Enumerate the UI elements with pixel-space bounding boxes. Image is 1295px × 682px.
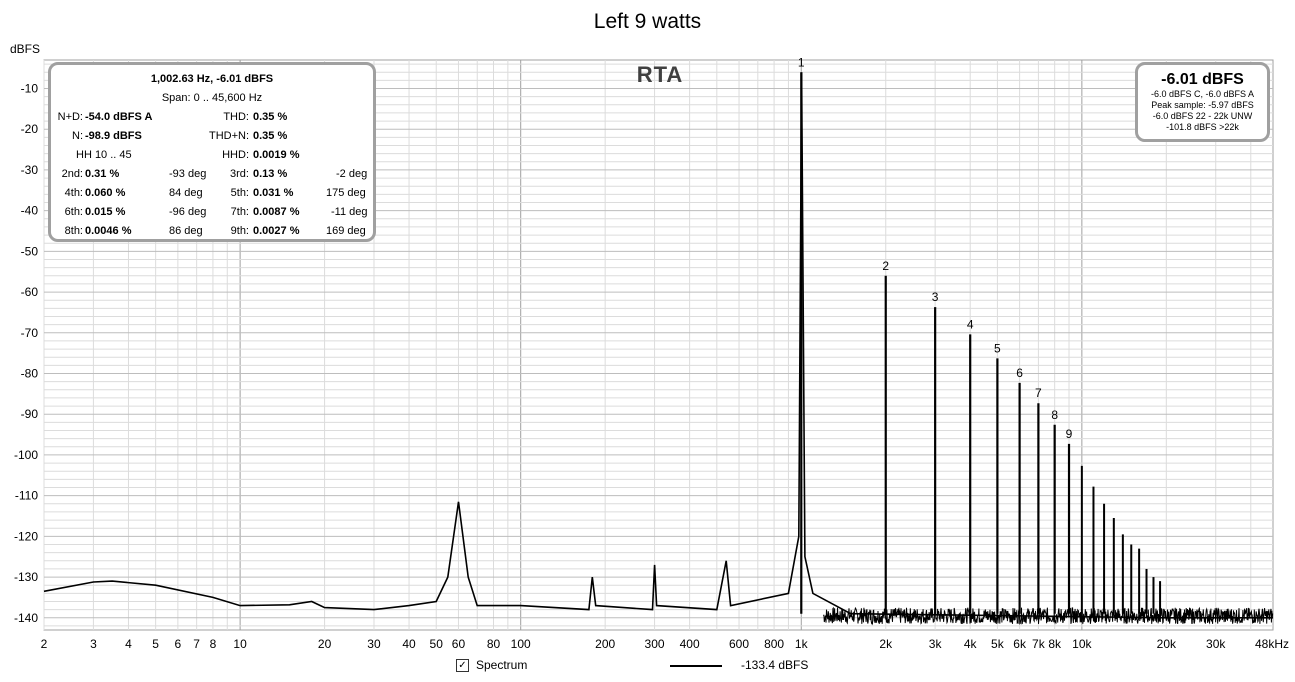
x-tick-label: 100 bbox=[511, 637, 531, 651]
x-tick-label: 4 bbox=[125, 637, 132, 651]
x-tick-label: 5k bbox=[991, 637, 1005, 651]
y-tick-label: -100 bbox=[14, 448, 38, 462]
x-tick-label: 20k bbox=[1157, 637, 1177, 651]
meas-header-1: 1,002.63 Hz, -6.01 dBFS bbox=[150, 73, 274, 85]
x-tick-label: 8 bbox=[210, 637, 217, 651]
x-tick-label: 5 bbox=[152, 637, 159, 651]
y-tick-label: -10 bbox=[21, 82, 39, 96]
x-tick-label: 80 bbox=[487, 637, 501, 651]
x-tick-label: 6k bbox=[1013, 637, 1027, 651]
y-ticks: -10 -20 -30 -40 -50 -60 -70 -80 -90 -100 -110 -120 -… bbox=[14, 82, 38, 625]
y-tick-label: -30 bbox=[21, 163, 39, 177]
harmonic-label: 2 bbox=[882, 259, 889, 273]
y-tick-label: -80 bbox=[21, 367, 39, 381]
harmonic-label: 6 bbox=[1016, 366, 1023, 380]
y-tick-label: -20 bbox=[21, 122, 39, 136]
x-tick-label: 4k bbox=[964, 637, 978, 651]
x-tick-label: 7 bbox=[193, 637, 200, 651]
x-tick-label: 30 bbox=[367, 637, 381, 651]
x-tick-label: 600 bbox=[729, 637, 749, 651]
x-tick-label: 60 bbox=[452, 637, 466, 651]
harmonic-label: 4 bbox=[967, 317, 974, 331]
meas-row-hh: HH 10 .. 45 HHD: 0.0019 % bbox=[76, 149, 300, 161]
y-tick-label: -140 bbox=[14, 611, 38, 625]
x-tick-label: 8k bbox=[1048, 637, 1062, 651]
y-axis-unit: dBFS bbox=[10, 42, 41, 56]
measurement-panel: 1,002.63 Hz, -6.01 dBFS Span: 0 .. 45,60… bbox=[48, 62, 376, 242]
legend-swatch bbox=[670, 665, 722, 667]
y-tick-label: -40 bbox=[21, 204, 39, 218]
rta-label: RTA bbox=[636, 62, 684, 87]
x-tick-label: 3 bbox=[90, 637, 97, 651]
legend-label: Spectrum bbox=[476, 658, 528, 672]
level-line-4: -101.8 dBFS >22k bbox=[1166, 122, 1239, 132]
y-tick-label: -70 bbox=[21, 326, 39, 340]
meas-row-nd: N+D: -54.0 dBFS A THD: 0.35 % bbox=[57, 111, 288, 123]
traces bbox=[43, 72, 1274, 626]
y-tick-label: -90 bbox=[21, 407, 39, 421]
meas-row-h8-h9: 8th: 0.0046 % 86 deg 9th: 0.0027 % 169 d… bbox=[64, 225, 366, 237]
x-tick-label: 1k bbox=[795, 637, 809, 651]
x-tick-label: 800 bbox=[764, 637, 784, 651]
level-panel: -6.01 dBFS -6.0 dBFS C, -6.0 dBFS A Peak… bbox=[1135, 62, 1270, 142]
level-line-1: -6.0 dBFS C, -6.0 dBFS A bbox=[1150, 89, 1255, 99]
x-tick-label: 20 bbox=[318, 637, 332, 651]
harmonic-label: 8 bbox=[1051, 408, 1058, 422]
meas-row-h2-h3: 2nd: 0.31 % -93 deg 3rd: 0.13 % -2 deg bbox=[61, 168, 368, 180]
x-tick-label: 2 bbox=[41, 637, 48, 651]
x-tick-label: 300 bbox=[645, 637, 665, 651]
x-tick-label: 400 bbox=[680, 637, 700, 651]
meas-row-h4-h5: 4th: 0.060 % 84 deg 5th: 0.031 % 175 deg bbox=[64, 187, 366, 199]
level-line-3: -6.0 dBFS 22 - 22k UNW bbox=[1152, 111, 1253, 121]
chart-title: Left 9 watts bbox=[593, 10, 702, 33]
x-tick-label: 40 bbox=[402, 637, 416, 651]
x-tick-label: 3k bbox=[929, 637, 943, 651]
y-tick-label: -130 bbox=[14, 570, 38, 584]
spectrum-checkbox[interactable]: ✓ bbox=[456, 659, 469, 672]
harmonic-label: 5 bbox=[994, 341, 1001, 355]
x-tick-label: 30k bbox=[1206, 637, 1226, 651]
x-tick-label: 7k bbox=[1032, 637, 1046, 651]
y-tick-label: -110 bbox=[15, 489, 38, 503]
legend-value: -133.4 dBFS bbox=[741, 658, 809, 672]
meas-header-2: Span: 0 .. 45,600 Hz bbox=[161, 92, 263, 104]
x-ticks: 2 3 4 5 6 7 8 10 20 30 40 50 60 80 100 200 300 400 600 800 1… bbox=[41, 637, 1289, 651]
harmonic-label: 7 bbox=[1035, 386, 1042, 400]
harmonic-label: 9 bbox=[1066, 427, 1073, 441]
harmonic-label: 3 bbox=[932, 290, 939, 304]
meas-row-n: N: -98.9 dBFS THD+N: 0.35 % bbox=[72, 130, 288, 142]
x-tick-label: 6 bbox=[175, 637, 182, 651]
y-tick-label: -50 bbox=[21, 244, 39, 258]
x-tick-label: 200 bbox=[595, 637, 615, 651]
x-tick-label: 50 bbox=[430, 637, 444, 651]
noise-floor-trace bbox=[823, 606, 1274, 626]
x-tick-label: 48kHz bbox=[1255, 637, 1289, 651]
level-main: -6.01 dBFS bbox=[1161, 71, 1244, 88]
level-line-2: Peak sample: -5.97 dBFS bbox=[1151, 100, 1254, 110]
x-tick-label: 10 bbox=[233, 637, 247, 651]
x-tick-label: 2k bbox=[879, 637, 893, 651]
meas-row-h6-h7: 6th: 0.015 % -96 deg 7th: 0.0087 % -11 d… bbox=[64, 206, 368, 218]
y-tick-label: -60 bbox=[21, 285, 39, 299]
x-tick-label: 10k bbox=[1072, 637, 1092, 651]
y-tick-label: -120 bbox=[14, 529, 38, 543]
harmonic-label: 1 bbox=[798, 55, 805, 69]
